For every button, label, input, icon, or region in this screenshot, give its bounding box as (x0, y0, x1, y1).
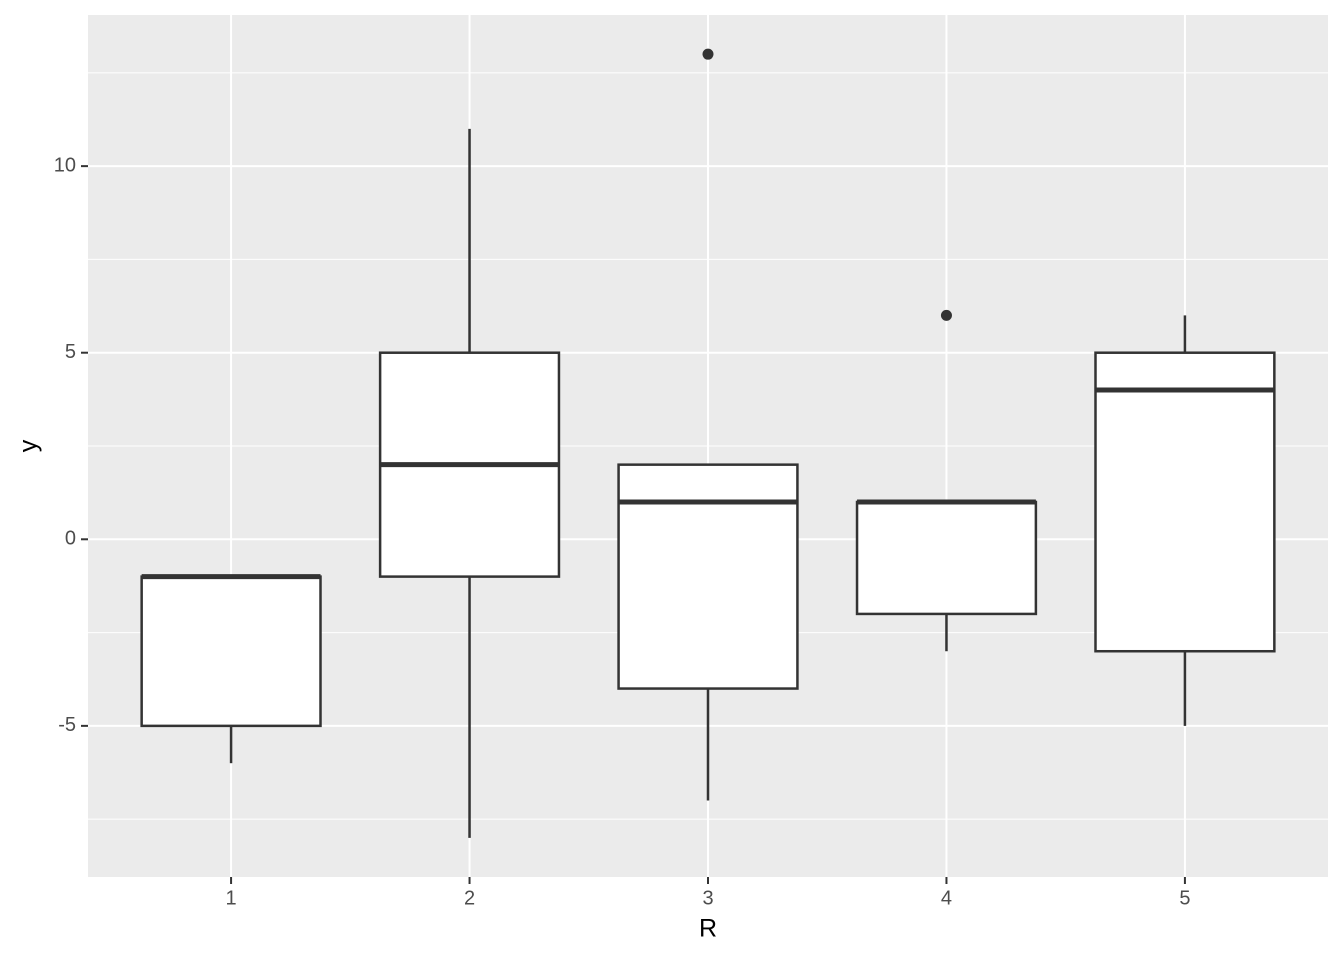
x-tick-label: 5 (1179, 887, 1190, 909)
outlier (940, 309, 952, 321)
x-axis-title: R (699, 915, 717, 943)
x-tick-label: 1 (226, 887, 237, 909)
box (140, 575, 322, 728)
y-axis-title: y (15, 439, 43, 452)
box (855, 500, 1038, 616)
y-tick-label: -5 (58, 714, 76, 736)
box (617, 463, 799, 690)
x-tick-label: 3 (702, 887, 713, 909)
y-tick-label: 10 (54, 154, 76, 176)
x-tick-label: 4 (941, 887, 952, 909)
x-tick-label: 2 (464, 887, 475, 909)
outlier (702, 48, 714, 60)
box (1094, 351, 1276, 653)
y-tick-label: 0 (65, 528, 76, 550)
y-tick-label: 5 (65, 341, 76, 363)
